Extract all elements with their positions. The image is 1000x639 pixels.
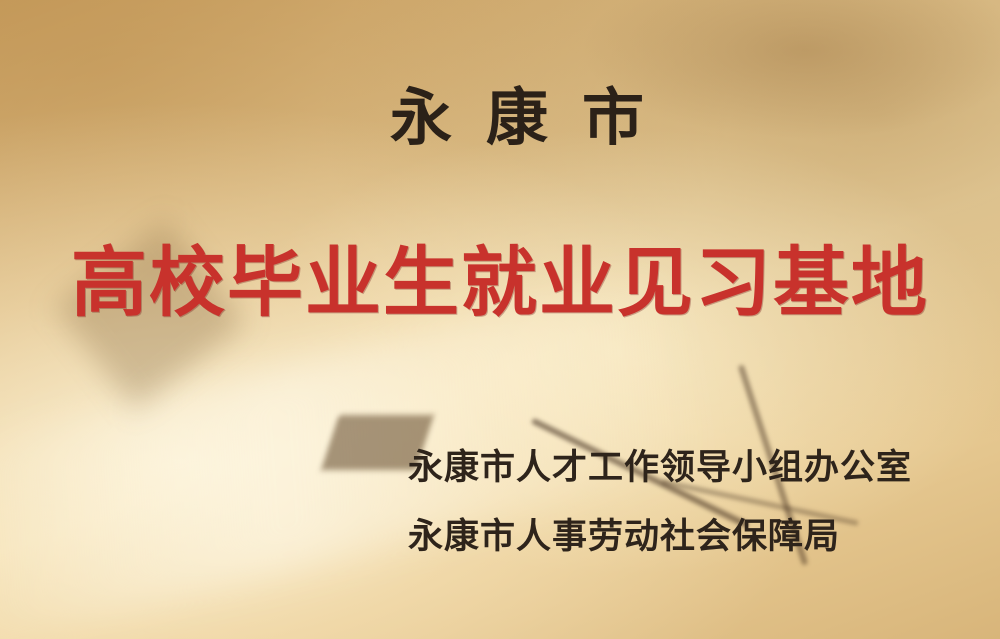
issuer-line: 永康市人事劳动社会保障局: [408, 516, 841, 557]
plaque-title: 高校毕业生就业见习基地: [71, 238, 929, 327]
issuer-line: 永康市人才工作领导小组办公室: [408, 447, 913, 488]
city-name: 永康市: [389, 81, 678, 154]
